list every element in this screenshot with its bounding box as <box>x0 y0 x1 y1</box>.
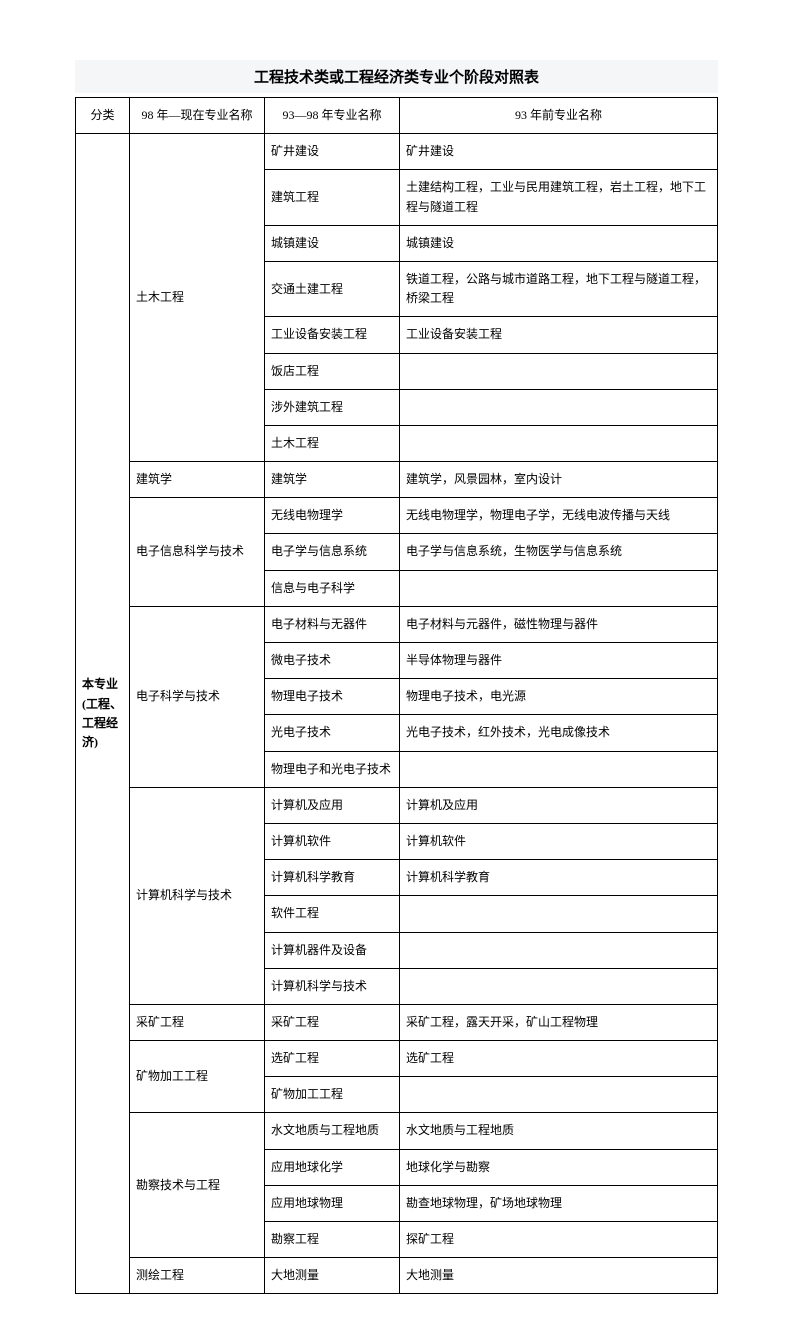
table-row: 勘察技术与工程水文地质与工程地质水文地质与工程地质 <box>76 1113 718 1149</box>
col4-cell <box>400 425 718 461</box>
col4-cell: 探矿工程 <box>400 1222 718 1258</box>
col4-cell: 半导体物理与器件 <box>400 643 718 679</box>
col4-cell <box>400 570 718 606</box>
col3-cell: 物理电子和光电子技术 <box>265 751 400 787</box>
col4-cell: 土建结构工程，工业与民用建筑工程，岩土工程，地下工程与隧道工程 <box>400 170 718 225</box>
col4-cell <box>400 751 718 787</box>
col3-cell: 建筑学 <box>265 462 400 498</box>
col2-cell: 测绘工程 <box>130 1258 265 1294</box>
col3-cell: 采矿工程 <box>265 1004 400 1040</box>
col4-cell: 物理电子技术，电光源 <box>400 679 718 715</box>
col4-cell: 工业设备安装工程 <box>400 317 718 353</box>
comparison-table: 分类 98 年—现在专业名称 93—98 年专业名称 93 年前专业名称 本专业… <box>75 97 718 1294</box>
col3-cell: 建筑工程 <box>265 170 400 225</box>
col3-cell: 物理电子技术 <box>265 679 400 715</box>
col3-cell: 水文地质与工程地质 <box>265 1113 400 1149</box>
table-row: 采矿工程采矿工程采矿工程，露天开采，矿山工程物理 <box>76 1004 718 1040</box>
col4-cell: 无线电物理学，物理电子学，无线电波传播与天线 <box>400 498 718 534</box>
col3-cell: 工业设备安装工程 <box>265 317 400 353</box>
header-col2: 98 年—现在专业名称 <box>130 98 265 134</box>
col4-cell: 计算机科学教育 <box>400 860 718 896</box>
col4-cell: 电子学与信息系统，生物医学与信息系统 <box>400 534 718 570</box>
col4-cell: 矿井建设 <box>400 134 718 170</box>
col4-cell: 大地测量 <box>400 1258 718 1294</box>
col4-cell <box>400 968 718 1004</box>
col3-cell: 计算机器件及设备 <box>265 932 400 968</box>
col3-cell: 电子学与信息系统 <box>265 534 400 570</box>
col3-cell: 计算机科学与技术 <box>265 968 400 1004</box>
col4-cell <box>400 389 718 425</box>
col3-cell: 无线电物理学 <box>265 498 400 534</box>
col2-cell: 采矿工程 <box>130 1004 265 1040</box>
col3-cell: 电子材料与无器件 <box>265 606 400 642</box>
table-row: 电子科学与技术电子材料与无器件电子材料与元器件，磁性物理与器件 <box>76 606 718 642</box>
col3-cell: 微电子技术 <box>265 643 400 679</box>
col3-cell: 光电子技术 <box>265 715 400 751</box>
col3-cell: 矿物加工工程 <box>265 1077 400 1113</box>
col4-cell: 选矿工程 <box>400 1041 718 1077</box>
table-row: 建筑学建筑学建筑学，风景园林，室内设计 <box>76 462 718 498</box>
col3-cell: 软件工程 <box>265 896 400 932</box>
col3-cell: 矿井建设 <box>265 134 400 170</box>
col3-cell: 计算机软件 <box>265 823 400 859</box>
page-title: 工程技术类或工程经济类专业个阶段对照表 <box>75 60 718 93</box>
col4-cell <box>400 1077 718 1113</box>
col3-cell: 信息与电子科学 <box>265 570 400 606</box>
col3-cell: 应用地球物理 <box>265 1185 400 1221</box>
col3-cell: 土木工程 <box>265 425 400 461</box>
col4-cell: 电子材料与元器件，磁性物理与器件 <box>400 606 718 642</box>
table-row: 矿物加工工程选矿工程选矿工程 <box>76 1041 718 1077</box>
category-cell: 本专业(工程、工程经济) <box>76 134 130 1294</box>
table-row: 电子信息科学与技术无线电物理学无线电物理学，物理电子学，无线电波传播与天线 <box>76 498 718 534</box>
col4-cell: 建筑学，风景园林，室内设计 <box>400 462 718 498</box>
header-col3: 93—98 年专业名称 <box>265 98 400 134</box>
col4-cell: 地球化学与勘察 <box>400 1149 718 1185</box>
header-category: 分类 <box>76 98 130 134</box>
table-row: 测绘工程大地测量大地测量 <box>76 1258 718 1294</box>
col3-cell: 选矿工程 <box>265 1041 400 1077</box>
table-row: 本专业(工程、工程经济)土木工程矿井建设矿井建设 <box>76 134 718 170</box>
col3-cell: 城镇建设 <box>265 225 400 261</box>
col3-cell: 勘察工程 <box>265 1222 400 1258</box>
col2-cell: 土木工程 <box>130 134 265 462</box>
table-row: 计算机科学与技术计算机及应用计算机及应用 <box>76 787 718 823</box>
col3-cell: 计算机及应用 <box>265 787 400 823</box>
col2-cell: 矿物加工工程 <box>130 1041 265 1113</box>
col4-cell <box>400 896 718 932</box>
col3-cell: 交通土建工程 <box>265 261 400 316</box>
col2-cell: 计算机科学与技术 <box>130 787 265 1004</box>
col4-cell: 采矿工程，露天开采，矿山工程物理 <box>400 1004 718 1040</box>
col3-cell: 计算机科学教育 <box>265 860 400 896</box>
col4-cell: 铁道工程，公路与城市道路工程，地下工程与隧道工程，桥梁工程 <box>400 261 718 316</box>
col2-cell: 电子科学与技术 <box>130 606 265 787</box>
col4-cell: 勘查地球物理，矿场地球物理 <box>400 1185 718 1221</box>
col2-cell: 建筑学 <box>130 462 265 498</box>
col3-cell: 应用地球化学 <box>265 1149 400 1185</box>
col2-cell: 勘察技术与工程 <box>130 1113 265 1258</box>
col4-cell <box>400 932 718 968</box>
col4-cell: 光电子技术，红外技术，光电成像技术 <box>400 715 718 751</box>
col4-cell <box>400 353 718 389</box>
col3-cell: 大地测量 <box>265 1258 400 1294</box>
header-col4: 93 年前专业名称 <box>400 98 718 134</box>
col4-cell: 城镇建设 <box>400 225 718 261</box>
col4-cell: 计算机及应用 <box>400 787 718 823</box>
col2-cell: 电子信息科学与技术 <box>130 498 265 607</box>
header-row: 分类 98 年—现在专业名称 93—98 年专业名称 93 年前专业名称 <box>76 98 718 134</box>
col3-cell: 饭店工程 <box>265 353 400 389</box>
col3-cell: 涉外建筑工程 <box>265 389 400 425</box>
col4-cell: 水文地质与工程地质 <box>400 1113 718 1149</box>
col4-cell: 计算机软件 <box>400 823 718 859</box>
